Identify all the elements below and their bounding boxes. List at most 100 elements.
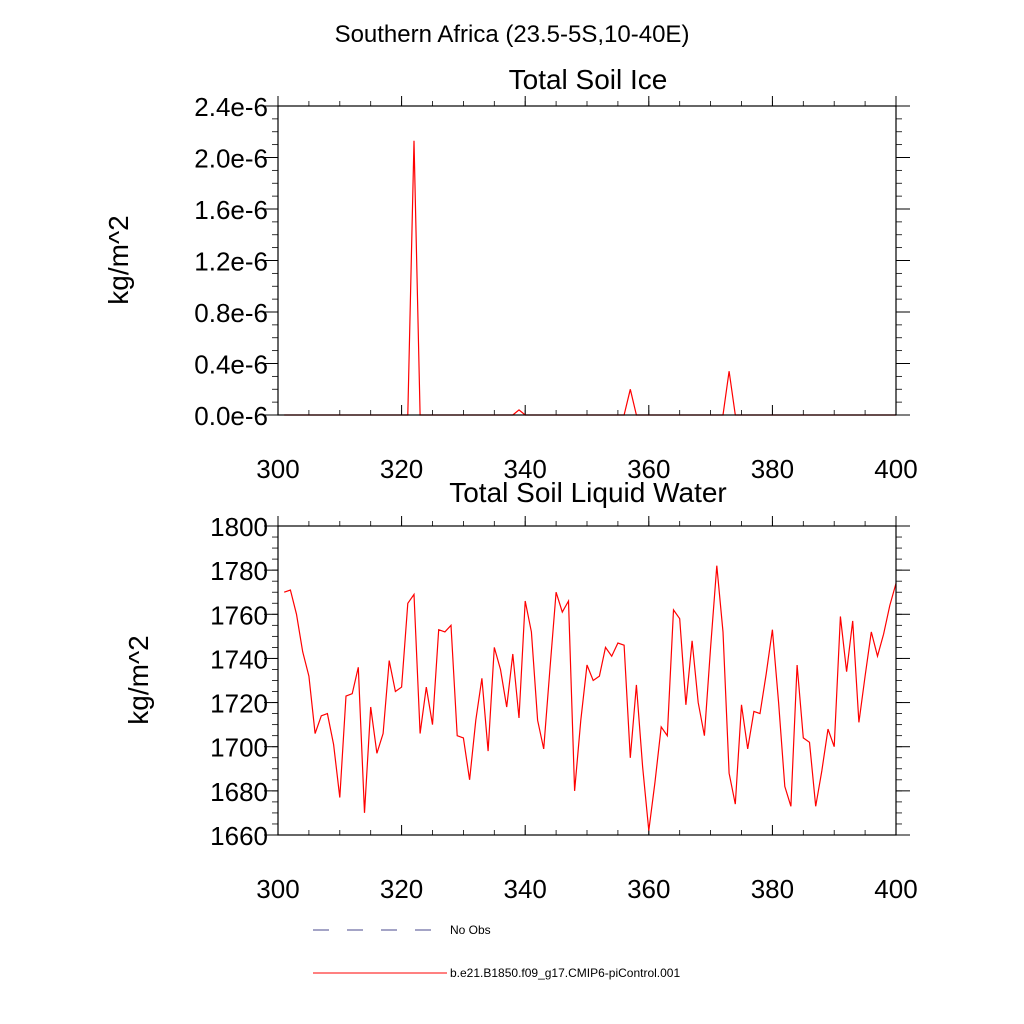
y-tick-label: 0.8e-6 bbox=[194, 298, 268, 328]
data-point-total-soil-liquid-water bbox=[605, 647, 606, 648]
data-point-total-soil-liquid-water bbox=[586, 664, 587, 665]
y-axis-label-total-soil-liquid-water: kg/m^2 bbox=[123, 635, 154, 724]
data-point-total-soil-ice bbox=[766, 414, 767, 415]
x-tick-label: 340 bbox=[504, 874, 547, 904]
legend-label-no-obs: No Obs bbox=[450, 923, 491, 937]
data-point-total-soil-ice bbox=[654, 414, 655, 415]
data-point-total-soil-ice bbox=[889, 414, 890, 415]
data-point-total-soil-liquid-water bbox=[537, 720, 538, 721]
y-axis-label-total-soil-ice: kg/m^2 bbox=[103, 215, 134, 304]
data-point-total-soil-liquid-water bbox=[797, 664, 798, 665]
data-point-total-soil-liquid-water bbox=[722, 631, 723, 632]
data-point-total-soil-liquid-water bbox=[389, 660, 390, 661]
x-tick-label: 400 bbox=[874, 454, 917, 484]
data-point-total-soil-ice bbox=[753, 414, 754, 415]
plot-frame-total-soil-ice bbox=[277, 105, 897, 416]
x-tick-label: 380 bbox=[751, 454, 794, 484]
y-tick-label: 1700 bbox=[210, 733, 268, 763]
data-point-total-soil-liquid-water bbox=[784, 786, 785, 787]
data-point-total-soil-liquid-water bbox=[821, 770, 822, 771]
data-point-total-soil-ice bbox=[877, 414, 878, 415]
data-point-total-soil-ice bbox=[840, 414, 841, 415]
data-point-total-soil-ice bbox=[636, 414, 637, 415]
data-point-total-soil-liquid-water bbox=[376, 753, 377, 754]
data-point-total-soil-liquid-water bbox=[840, 616, 841, 617]
data-point-total-soil-ice bbox=[580, 414, 581, 415]
data-point-total-soil-ice bbox=[481, 414, 482, 415]
data-point-total-soil-ice bbox=[735, 414, 736, 415]
data-point-total-soil-ice bbox=[537, 414, 538, 415]
data-point-total-soil-liquid-water bbox=[525, 600, 526, 601]
data-point-total-soil-liquid-water bbox=[778, 702, 779, 703]
data-point-total-soil-liquid-water bbox=[370, 706, 371, 707]
data-point-total-soil-liquid-water bbox=[611, 656, 612, 657]
data-point-total-soil-liquid-water bbox=[871, 631, 872, 632]
data-point-total-soil-ice bbox=[611, 414, 612, 415]
data-point-total-soil-liquid-water bbox=[475, 720, 476, 721]
data-point-total-soil-ice bbox=[296, 414, 297, 415]
data-point-total-soil-liquid-water bbox=[512, 653, 513, 654]
data-point-total-soil-ice bbox=[382, 414, 383, 415]
ticks-total-soil-ice: 300 320 340 360 380 400 0.0e-6 0.4e-6 0.8e-6 1.2e… bbox=[194, 92, 917, 484]
data-point-total-soil-liquid-water bbox=[401, 687, 402, 688]
data-point-total-soil-ice bbox=[506, 414, 507, 415]
data-point-total-soil-ice bbox=[599, 414, 600, 415]
data-point-total-soil-ice bbox=[759, 414, 760, 415]
data-point-total-soil-liquid-water bbox=[704, 735, 705, 736]
data-point-total-soil-liquid-water bbox=[852, 620, 853, 621]
data-point-total-soil-liquid-water bbox=[809, 742, 810, 743]
series-line-total-soil-ice bbox=[284, 140, 896, 416]
data-point-total-soil-liquid-water bbox=[630, 757, 631, 758]
data-point-total-soil-liquid-water bbox=[574, 790, 575, 791]
data-point-total-soil-ice bbox=[420, 414, 421, 415]
data-point-total-soil-ice bbox=[679, 414, 680, 415]
y-tick-label: 2.0e-6 bbox=[194, 144, 268, 174]
data-point-total-soil-ice bbox=[475, 414, 476, 415]
data-point-total-soil-liquid-water bbox=[710, 647, 711, 648]
data-point-total-soil-ice bbox=[457, 414, 458, 415]
data-point-total-soil-liquid-water bbox=[506, 706, 507, 707]
data-point-total-soil-liquid-water bbox=[395, 691, 396, 692]
data-point-total-soil-liquid-water bbox=[617, 642, 618, 643]
x-tick-label: 340 bbox=[504, 454, 547, 484]
data-point-total-soil-liquid-water bbox=[426, 687, 427, 688]
data-point-total-soil-liquid-water bbox=[500, 669, 501, 670]
data-point-total-soil-ice bbox=[809, 414, 810, 415]
data-point-total-soil-liquid-water bbox=[691, 640, 692, 641]
data-point-total-soil-liquid-water bbox=[790, 806, 791, 807]
data-point-total-soil-ice bbox=[865, 414, 866, 415]
data-point-total-soil-ice bbox=[642, 414, 643, 415]
data-point-total-soil-liquid-water bbox=[296, 614, 297, 615]
data-point-total-soil-liquid-water bbox=[352, 693, 353, 694]
data-point-total-soil-liquid-water bbox=[580, 720, 581, 721]
data-point-total-soil-ice bbox=[284, 414, 285, 415]
data-point-total-soil-ice bbox=[308, 414, 309, 415]
data-point-total-soil-ice bbox=[821, 414, 822, 415]
y-tick-label: 1.6e-6 bbox=[194, 195, 268, 225]
data-point-total-soil-ice bbox=[512, 414, 513, 415]
data-point-total-soil-ice bbox=[827, 414, 828, 415]
plot-frame-total-soil-liquid-water bbox=[277, 525, 897, 836]
data-point-total-soil-liquid-water bbox=[846, 671, 847, 672]
data-point-total-soil-liquid-water bbox=[308, 675, 309, 676]
data-point-total-soil-ice bbox=[395, 414, 396, 415]
data-point-total-soil-ice bbox=[667, 414, 668, 415]
data-point-total-soil-ice bbox=[685, 414, 686, 415]
data-point-total-soil-ice bbox=[747, 414, 748, 415]
data-point-total-soil-ice bbox=[494, 414, 495, 415]
data-point-total-soil-ice bbox=[895, 414, 896, 415]
data-point-total-soil-liquid-water bbox=[562, 611, 563, 612]
data-point-total-soil-ice bbox=[673, 414, 674, 415]
data-point-total-soil-liquid-water bbox=[531, 631, 532, 632]
data-point-total-soil-liquid-water bbox=[636, 684, 637, 685]
series-line-total-soil-liquid-water bbox=[283, 565, 897, 831]
data-point-total-soil-liquid-water bbox=[685, 704, 686, 705]
data-point-total-soil-liquid-water bbox=[895, 583, 896, 584]
data-point-total-soil-ice bbox=[710, 414, 711, 415]
panel-total-soil-ice: Total Soil Ice kg/m^2 300 320 340 360 380 400… bbox=[103, 64, 918, 484]
data-point-total-soil-ice bbox=[450, 414, 451, 415]
data-point-total-soil-ice bbox=[661, 414, 662, 415]
data-point-total-soil-ice bbox=[803, 414, 804, 415]
data-point-total-soil-liquid-water bbox=[407, 603, 408, 604]
data-point-total-soil-liquid-water bbox=[654, 781, 655, 782]
